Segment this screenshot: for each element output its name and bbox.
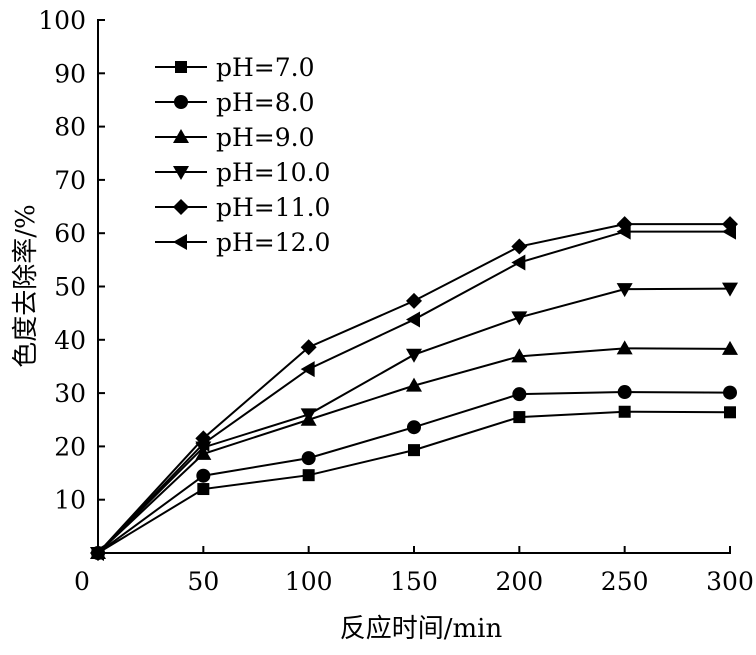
y-tick-label: 90 <box>54 59 86 88</box>
legend-entry: pH=9.0 <box>155 123 315 152</box>
legend-label: pH=11.0 <box>216 193 330 222</box>
series-ph-12-0 <box>90 223 736 561</box>
legend-marker <box>174 95 188 109</box>
data-point <box>722 223 736 240</box>
legend-entry: pH=12.0 <box>155 228 330 257</box>
data-point <box>724 406 736 419</box>
x-tick-label: 150 <box>390 567 438 596</box>
x-tick-label: 50 <box>187 567 219 596</box>
legend-label: pH=12.0 <box>216 228 330 257</box>
data-point <box>302 469 315 482</box>
axes: 0 50 100 150 200 250 300 10 20 30 40 50 60 70 80 90 100 <box>38 6 754 596</box>
y-tick-label: 20 <box>54 432 86 461</box>
legend-label: pH=8.0 <box>216 88 315 117</box>
y-tick-label: 50 <box>54 273 86 302</box>
series-layer <box>90 216 738 561</box>
data-point <box>513 411 526 424</box>
series-line <box>97 391 731 554</box>
data-point <box>511 238 528 255</box>
legend-entry: pH=11.0 <box>155 193 330 222</box>
data-point <box>511 311 528 326</box>
y-axis-title: 色度去除率/% <box>11 204 41 367</box>
data-point <box>618 405 631 418</box>
x-tick-label: 200 <box>495 567 543 596</box>
data-point <box>301 451 316 466</box>
y-tick-label: 100 <box>38 6 86 35</box>
data-point <box>722 282 738 297</box>
legend-entry: pH=7.0 <box>155 53 315 82</box>
data-point <box>406 348 422 363</box>
legend-label: pH=7.0 <box>216 53 315 82</box>
data-point <box>407 420 421 435</box>
y-tick-label: 60 <box>54 219 86 248</box>
y-tick-label: 10 <box>54 486 86 515</box>
legend: pH=7.0 pH=8.0 pH=9.0 pH=10.0 pH=11.0 pH=12.0 <box>155 53 330 257</box>
legend-marker <box>173 129 189 143</box>
y-tick-label: 40 <box>54 326 86 355</box>
data-point <box>406 292 422 309</box>
data-point <box>722 340 738 355</box>
data-point <box>196 468 211 483</box>
legend-marker <box>173 199 189 215</box>
legend-label: pH=10.0 <box>216 158 330 187</box>
data-point <box>197 483 210 496</box>
x-tick-label: 100 <box>285 567 333 596</box>
y-tick-label: 80 <box>54 113 86 142</box>
x-tick-label: 300 <box>706 567 754 596</box>
x-tick-label: 0 <box>74 567 90 596</box>
data-point <box>300 408 317 423</box>
data-point <box>195 435 210 452</box>
data-point <box>511 348 528 363</box>
legend-entry: pH=8.0 <box>155 88 315 117</box>
legend-marker <box>175 61 187 73</box>
data-point <box>300 339 317 356</box>
data-point <box>406 311 420 328</box>
x-axis-title: 反应时间/min <box>340 614 503 644</box>
data-point <box>616 223 631 240</box>
data-point <box>90 545 104 561</box>
data-point <box>408 444 420 457</box>
data-point <box>723 385 737 400</box>
data-point <box>616 340 633 355</box>
legend-label: pH=9.0 <box>216 123 315 152</box>
data-point <box>616 283 633 298</box>
data-point <box>617 385 632 400</box>
legend-marker <box>173 234 187 250</box>
x-tick-label: 250 <box>601 567 649 596</box>
data-point <box>511 254 526 271</box>
legend-entry: pH=10.0 <box>155 158 330 187</box>
y-tick-label: 70 <box>54 166 86 195</box>
legend-marker <box>173 166 189 180</box>
data-point <box>300 361 315 378</box>
y-tick-label: 30 <box>54 379 86 408</box>
data-point <box>406 377 422 392</box>
data-point <box>512 387 527 402</box>
